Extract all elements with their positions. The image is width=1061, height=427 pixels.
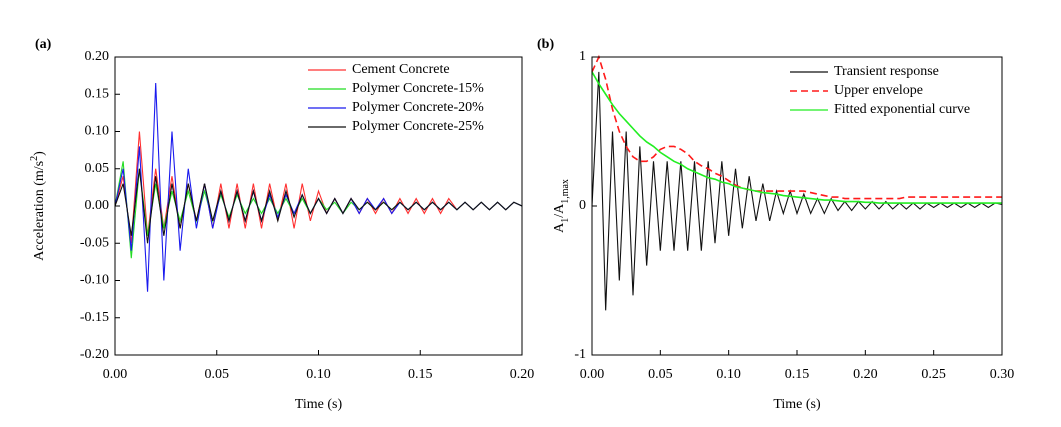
y-tick-label: 0.00 (85, 198, 110, 213)
legend-label: Polymer Concrete-15% (352, 81, 484, 96)
panel-label: (b) (537, 37, 554, 52)
x-tick-label: 0.00 (103, 367, 128, 382)
y-tick-label: -1 (574, 347, 586, 362)
data-line (114, 161, 523, 259)
x-tick-label: 0.20 (510, 367, 535, 382)
y-tick-label: 0.05 (85, 161, 110, 176)
y-tick-label: -0.15 (80, 310, 109, 325)
panel-label: (a) (35, 37, 52, 52)
subscript: 1,max (560, 179, 571, 204)
y-axis-label: A1/A1,max (552, 179, 571, 233)
x-tick-label: 0.30 (990, 367, 1015, 382)
x-tick-label: 0.10 (306, 367, 331, 382)
x-tick-label: 0.15 (785, 367, 810, 382)
x-tick-label: 0.25 (921, 367, 946, 382)
y-tick-label: 0 (579, 198, 586, 213)
legend-label: Upper envelope (834, 83, 923, 98)
x-axis-label: Time (s) (773, 397, 821, 412)
x-tick-label: 0.05 (648, 367, 673, 382)
x-tick-label: 0.10 (716, 367, 741, 382)
y-tick-label: -0.05 (80, 235, 109, 250)
y-tick-label: 1 (579, 49, 586, 64)
legend-label: Transient response (834, 64, 939, 79)
superscript: 2 (29, 156, 40, 161)
subscript: 1 (560, 218, 571, 223)
data-line (591, 54, 1002, 200)
data-line (591, 71, 1002, 204)
data-line (591, 71, 1003, 311)
x-tick-label: 0.15 (408, 367, 433, 382)
legend-label: Cement Concrete (352, 62, 450, 77)
y-tick-label: 0.20 (85, 49, 110, 64)
legend-label: Fitted exponential curve (834, 102, 970, 117)
y-tick-label: 0.15 (85, 86, 110, 101)
data-line (114, 168, 523, 244)
x-tick-label: 0.05 (205, 367, 230, 382)
label-text: A (552, 222, 567, 233)
y-tick-label: -0.20 (80, 347, 109, 362)
legend-label: Polymer Concrete-25% (352, 119, 484, 134)
label-text: ) (32, 151, 47, 156)
label-text: Acceleration (m/s (32, 161, 47, 261)
y-tick-label: 0.10 (85, 124, 110, 139)
x-tick-label: 0.00 (580, 367, 605, 382)
y-tick-label: -0.10 (80, 273, 109, 288)
legend-label: Polymer Concrete-20% (352, 100, 484, 115)
x-axis-label: Time (s) (295, 397, 343, 412)
label-text: /A (552, 203, 567, 218)
y-axis-label: Acceleration (m/s2) (29, 151, 47, 261)
x-tick-label: 0.20 (853, 367, 878, 382)
